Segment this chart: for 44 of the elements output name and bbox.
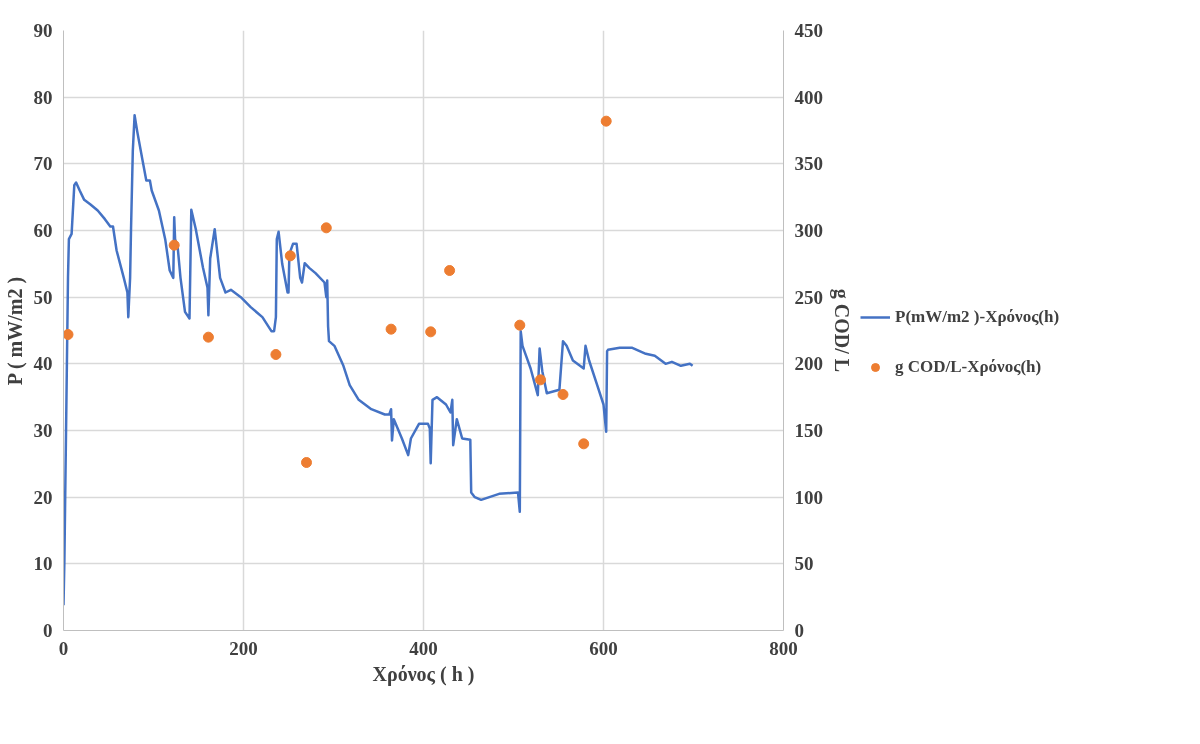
y2-tick-label: 450 [794, 20, 823, 41]
y2-tick-label: 150 [794, 420, 823, 441]
point [385, 323, 397, 335]
point [425, 326, 437, 338]
y2-tick-label: 100 [794, 486, 823, 508]
y-tick-label: 50 [33, 286, 53, 308]
y2-tick-label: 400 [794, 86, 823, 108]
point [557, 389, 569, 400]
legend-label: P(mW/m2 )-Χρόνος(h) [895, 306, 1060, 327]
y-tick-label: 20 [33, 486, 53, 508]
point [168, 239, 180, 251]
y2-tick-label: 250 [794, 286, 823, 308]
y2-axis-title: g COD/ L [830, 288, 853, 373]
x-tick-label: 200 [229, 637, 258, 659]
x-tick-label: 600 [589, 637, 618, 659]
x-tick-label: 400 [409, 637, 438, 659]
point [444, 265, 456, 276]
y2-tick-label: 350 [794, 153, 823, 175]
point [514, 319, 526, 331]
point [535, 374, 546, 386]
y-tick-label: 90 [33, 20, 53, 41]
point [284, 250, 296, 262]
point [600, 115, 612, 127]
x-axis-title: Χρόνος ( h ) [372, 662, 475, 686]
point [320, 222, 332, 234]
point [202, 331, 214, 343]
y-tick-label: 80 [33, 86, 53, 108]
y-axis-title: P ( mW/m2 ) [3, 276, 27, 386]
legend-label: g COD/L-Χρόνος(h) [895, 356, 1042, 377]
point [301, 457, 312, 468]
x-tick-label: 0 [58, 637, 69, 659]
y2-tick-label: 50 [794, 553, 814, 575]
y-tick-label: 0 [43, 620, 53, 641]
y2-tick-label: 200 [794, 353, 823, 375]
y-tick-label: 60 [33, 220, 53, 241]
y-tick-label: 30 [33, 420, 53, 441]
line-series [63, 113, 694, 607]
y2-tick-label: 300 [794, 220, 823, 241]
point [63, 329, 74, 340]
y-tick-label: 70 [33, 153, 53, 175]
point [578, 438, 590, 450]
point [270, 349, 282, 360]
y-tick-label: 40 [33, 353, 53, 375]
y-tick-label: 10 [33, 553, 53, 575]
